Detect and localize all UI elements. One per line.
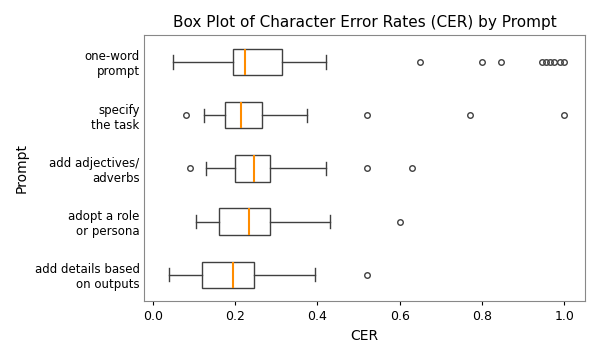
PathPatch shape	[218, 208, 270, 235]
PathPatch shape	[235, 155, 270, 182]
PathPatch shape	[225, 102, 262, 129]
PathPatch shape	[202, 261, 254, 288]
Y-axis label: Prompt: Prompt	[15, 143, 29, 193]
X-axis label: CER: CER	[350, 329, 379, 343]
Title: Box Plot of Character Error Rates (CER) by Prompt: Box Plot of Character Error Rates (CER) …	[173, 15, 557, 30]
PathPatch shape	[233, 49, 283, 75]
